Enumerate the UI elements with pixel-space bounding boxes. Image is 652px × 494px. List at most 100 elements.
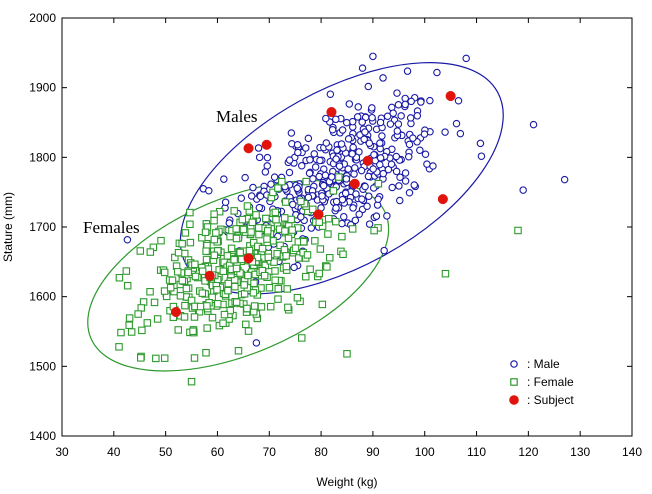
female-point <box>220 310 229 319</box>
female-point <box>190 354 199 362</box>
subject-point <box>362 155 373 166</box>
male-point <box>476 139 485 148</box>
female-point <box>232 225 240 233</box>
male-point <box>393 89 401 97</box>
male-point <box>388 183 396 192</box>
male-point <box>349 143 357 152</box>
female-point <box>270 258 278 266</box>
legend-female-marker <box>510 378 518 386</box>
female-point <box>210 235 219 244</box>
female-point <box>196 302 205 311</box>
male-point <box>353 113 362 121</box>
female-point <box>249 238 258 247</box>
male-point <box>392 167 401 176</box>
male-point <box>318 192 326 200</box>
male-point <box>338 219 346 228</box>
female-point <box>294 254 303 262</box>
subject-layer <box>170 90 456 318</box>
female-point <box>136 247 145 255</box>
male-point <box>333 146 341 154</box>
x-tick-label: 140 <box>622 445 642 459</box>
male-point <box>433 68 441 77</box>
male-point <box>225 219 234 227</box>
x-tick-label: 60 <box>211 445 225 459</box>
male-point <box>441 128 449 136</box>
female-point <box>278 177 286 186</box>
male-point <box>335 162 344 170</box>
female-point <box>127 328 136 336</box>
male-point <box>383 112 392 121</box>
female-point <box>160 287 169 295</box>
male-point <box>344 135 353 143</box>
male-point <box>304 134 313 143</box>
female-point <box>316 245 325 253</box>
male-point <box>396 173 404 181</box>
female-point <box>201 228 210 237</box>
female-point <box>339 250 347 259</box>
male-point <box>263 153 272 162</box>
subject-point <box>243 143 254 154</box>
male-point <box>401 177 410 185</box>
male-point <box>405 189 414 197</box>
male-point <box>319 181 328 190</box>
female-point <box>166 283 175 292</box>
male-point <box>321 171 330 179</box>
female-point <box>303 251 312 259</box>
subject-point <box>170 306 182 318</box>
female-point <box>441 269 450 278</box>
male-point <box>357 166 366 175</box>
subject-point <box>326 107 337 118</box>
male-point <box>396 196 404 205</box>
female-point <box>230 207 238 215</box>
male-point <box>421 150 430 158</box>
male-point <box>397 112 405 120</box>
male-point <box>270 173 279 181</box>
male-point <box>378 132 386 140</box>
male-point <box>345 100 354 108</box>
female-point <box>323 263 331 271</box>
female-point <box>180 313 189 321</box>
female-point <box>134 310 142 318</box>
male-point <box>322 114 330 123</box>
female-point <box>146 287 154 296</box>
male-point <box>358 118 366 126</box>
male-point <box>519 186 527 194</box>
female-point <box>269 188 277 197</box>
female-point <box>181 229 190 237</box>
legend: : Male : Female : Subject <box>509 357 574 407</box>
male-point <box>389 109 397 117</box>
y-axis-ticks: 1400 1500 1600 1700 1800 1900 2000 <box>29 11 632 443</box>
male-point <box>374 195 382 203</box>
female-point <box>150 298 159 307</box>
female-point <box>263 227 272 235</box>
female-point <box>284 234 293 243</box>
male-point <box>349 204 357 212</box>
female-point <box>232 234 241 243</box>
female-point <box>329 187 338 195</box>
female-point <box>122 267 131 275</box>
male-point <box>305 169 314 177</box>
female-point <box>115 273 124 282</box>
female-point <box>514 226 522 235</box>
female-point <box>231 282 239 291</box>
female-point <box>219 319 227 327</box>
female-point <box>242 320 250 329</box>
female-point <box>191 260 199 269</box>
legend-male-label: : Male <box>527 357 560 371</box>
male-point <box>361 182 369 191</box>
male-point <box>351 216 360 225</box>
male-point <box>348 150 356 158</box>
female-point <box>271 208 280 217</box>
male-point <box>221 198 230 207</box>
female-point <box>306 265 314 273</box>
male-point <box>365 220 374 228</box>
male-point <box>297 162 306 170</box>
female-point <box>202 255 211 264</box>
female-point <box>226 306 234 315</box>
male-point <box>370 151 378 159</box>
y-tick-label: 1700 <box>29 220 56 234</box>
female-point <box>152 354 160 363</box>
x-axis-title: Weight (kg) <box>316 475 377 489</box>
male-point <box>252 339 261 347</box>
